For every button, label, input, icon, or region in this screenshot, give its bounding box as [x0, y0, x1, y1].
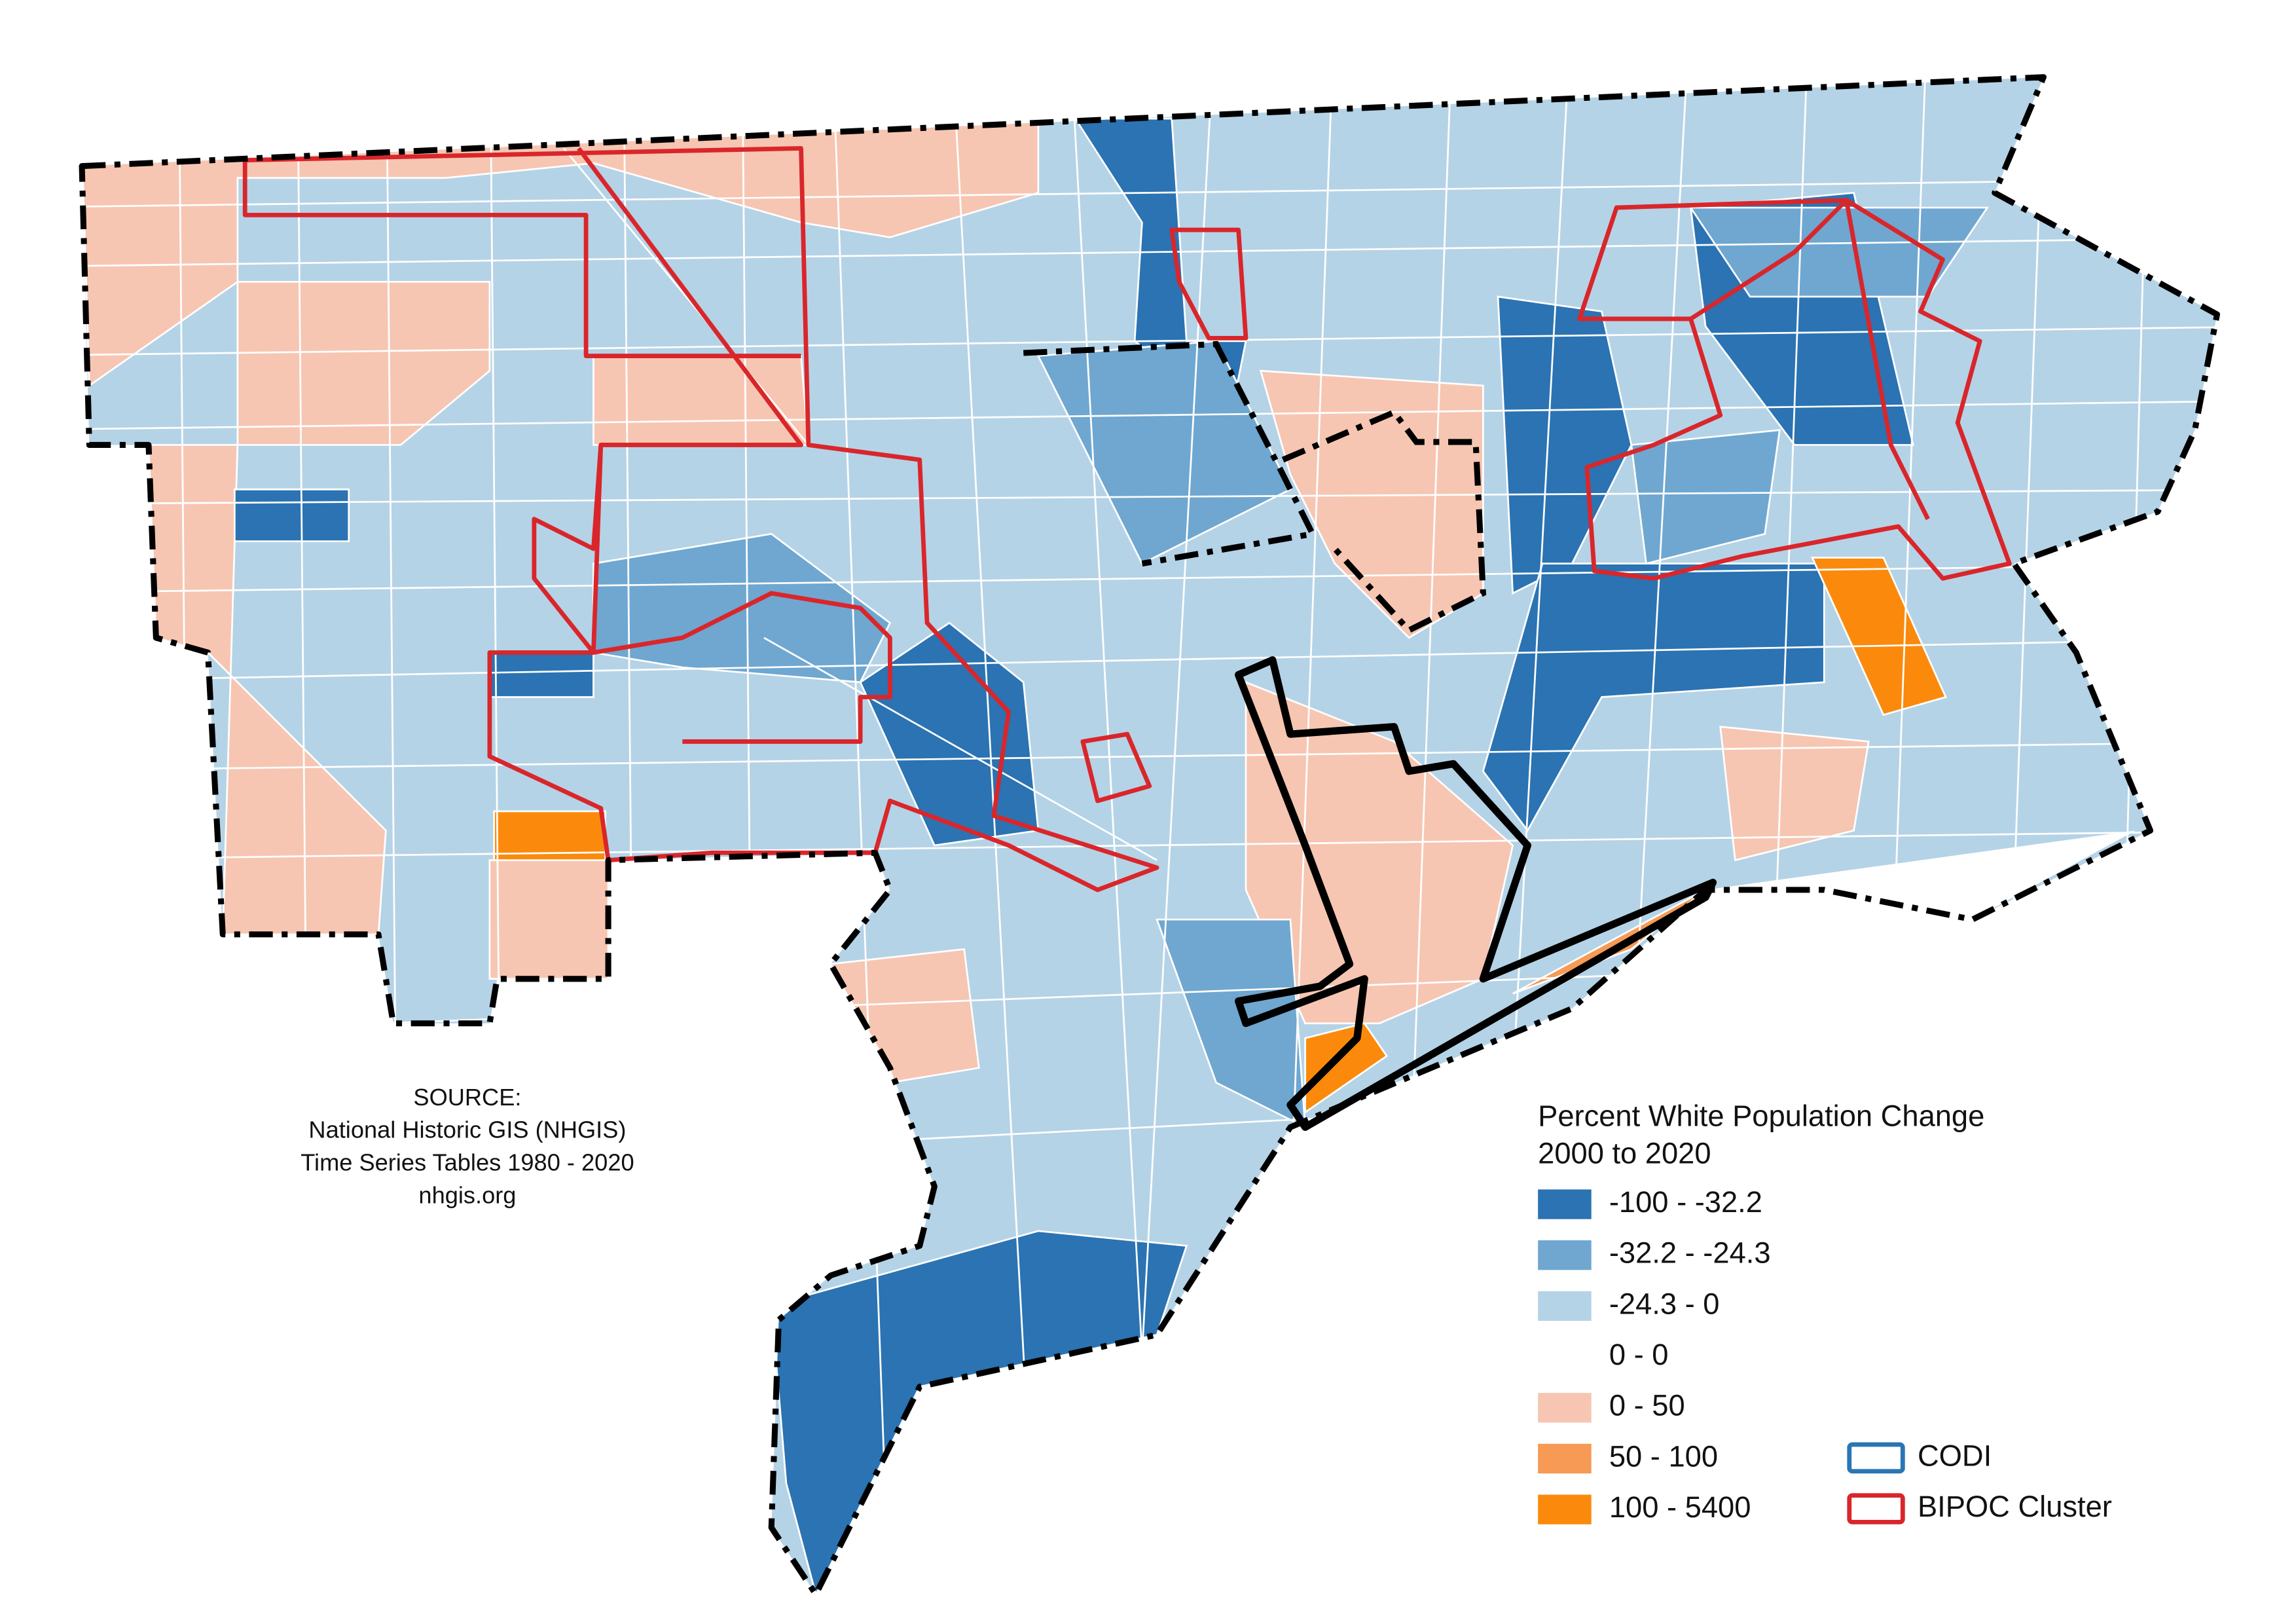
legend-swatch — [1538, 1494, 1592, 1524]
legend-label: -24.3 - 0 — [1609, 1287, 1720, 1320]
city-boundary — [79, 74, 2220, 1598]
legend-label: 100 - 5400 — [1609, 1490, 1751, 1524]
legend-outline-swatch — [1847, 1493, 1905, 1524]
tract-area — [1259, 369, 1484, 639]
tract-area — [1630, 429, 1781, 565]
legend-swatch — [1538, 1189, 1592, 1219]
legend-swatch — [1538, 1240, 1592, 1270]
tract-area — [1036, 340, 1292, 565]
tract-area — [1719, 726, 1870, 862]
tract-area — [1811, 557, 1947, 716]
tract-area — [82, 117, 1040, 388]
legend-swatch — [1538, 1342, 1592, 1372]
bipoc-outline — [1577, 198, 2012, 581]
legend-label: 0 - 50 — [1609, 1389, 1685, 1422]
legend-subtitle: 2000 to 2020 — [1538, 1136, 1711, 1170]
tract-area — [829, 948, 980, 1084]
legend-swatch — [1538, 1393, 1592, 1423]
bipoc-outline — [242, 160, 801, 358]
codi-outline — [1234, 656, 1717, 1131]
legend-label: CODI — [1918, 1439, 1992, 1472]
tract-area — [1245, 680, 1514, 1025]
source-line: National Historic GIS (NHGIS) — [308, 1116, 626, 1143]
legend-label: 50 - 100 — [1609, 1439, 1718, 1473]
bipoc-outline — [1689, 198, 1930, 521]
tract-area — [233, 489, 350, 543]
legend-swatch — [1538, 1291, 1592, 1321]
legend-swatch — [1538, 1443, 1592, 1474]
legend: -100 - -32.2 -32.2 - -24.3 -24.3 - 0 0 - 0 0… — [1538, 1185, 2112, 1524]
tract-area — [488, 652, 594, 698]
legend-label: -100 - -32.2 — [1609, 1185, 1762, 1219]
bipoc-outline — [1080, 731, 1152, 803]
legend-outline-swatch — [1847, 1442, 1905, 1474]
bipoc-outline — [1169, 227, 1248, 341]
source-note: SOURCE: National Historic GIS (NHGIS) Time… — [301, 1084, 634, 1208]
source-line: SOURCE: — [413, 1084, 521, 1111]
tract-area — [488, 859, 610, 980]
legend-label: 0 - 0 — [1609, 1338, 1669, 1371]
source-line: Time Series Tables 1980 - 2020 — [301, 1149, 634, 1175]
bipoc-outline — [591, 445, 892, 744]
legend-title: Percent White Population Change — [1538, 1099, 1984, 1133]
legend-label: BIPOC Cluster — [1918, 1490, 2112, 1523]
legend-label: -32.2 - -24.3 — [1609, 1236, 1771, 1270]
source-line: nhgis.org — [418, 1181, 516, 1208]
enclave-boundary — [1023, 341, 1317, 567]
